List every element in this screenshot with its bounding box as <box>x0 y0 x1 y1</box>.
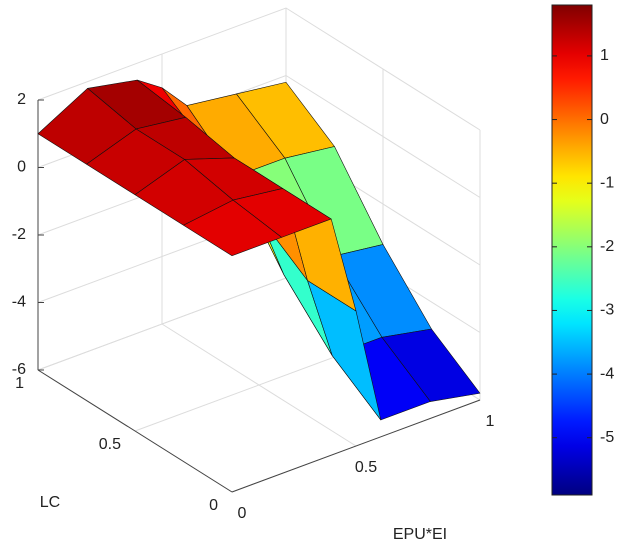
colorbar-tick-label: 1 <box>600 47 609 64</box>
x-tick-label: 0 <box>238 505 247 522</box>
colorbar-tick-label: -5 <box>600 429 614 446</box>
colorbar-tick-label: -1 <box>600 174 614 191</box>
colorbar <box>551 4 593 496</box>
x-tick-label: 1 <box>486 413 495 430</box>
y-tick-label: 0 <box>209 497 218 514</box>
x-axis-label: EPU*EI <box>393 526 447 543</box>
z-tick-label: -4 <box>12 294 26 311</box>
colorbar-tick-label: -4 <box>600 365 614 382</box>
colorbar-tick-label: -3 <box>600 302 614 319</box>
surface-patch <box>183 199 282 257</box>
z-tick-label: 2 <box>17 91 26 108</box>
z-tick-label: 0 <box>17 159 26 176</box>
y-tick-label: 1 <box>15 375 24 392</box>
x-tick-label: 0.5 <box>355 459 377 476</box>
y-axis-label: LC <box>40 494 60 511</box>
axis-line <box>231 399 481 493</box>
axis-line <box>37 369 233 493</box>
colorbar-tick-label: 0 <box>600 111 609 128</box>
z-tick-label: -2 <box>12 226 26 243</box>
colorbar-tick-label: -2 <box>600 238 614 255</box>
y-tick-label: 0.5 <box>99 436 121 453</box>
z-tick-label: -6 <box>12 361 26 378</box>
